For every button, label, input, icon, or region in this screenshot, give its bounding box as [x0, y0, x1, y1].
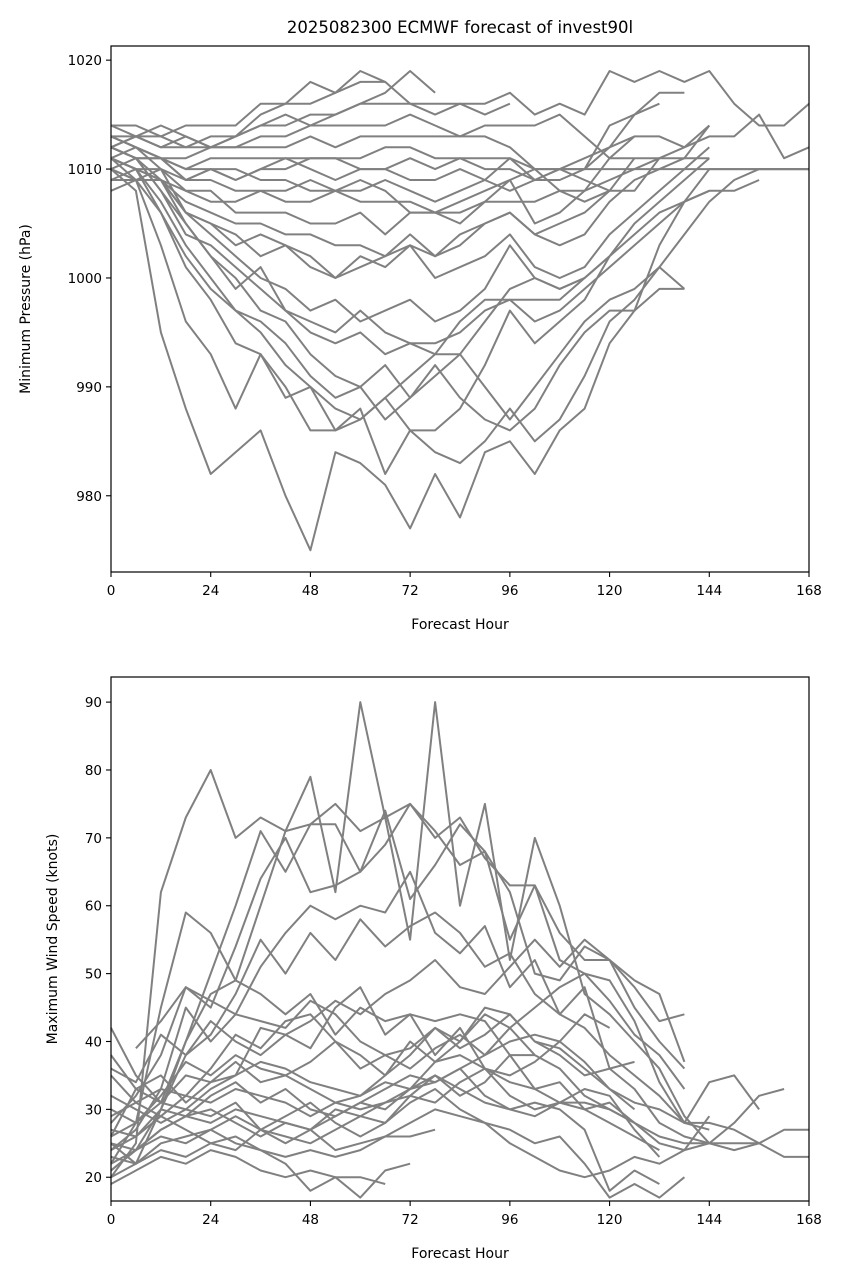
pressure-member-line-18 [110, 157, 686, 421]
wind-y-tick-label: 60 [85, 899, 102, 915]
pressure-member-line-12 [110, 157, 636, 236]
wind-member-line-16 [110, 1128, 411, 1199]
wind-y-axis-label: Maximum Wind Speed (knots) [45, 834, 61, 1045]
pressure-plot-frame [110, 45, 810, 573]
pressure-member-line-4 [110, 102, 511, 149]
pressure-member-line-13 [110, 124, 711, 258]
wind-member-line-21 [135, 972, 686, 1090]
wind-member-line-18 [110, 1033, 760, 1124]
wind-member-line-3 [110, 809, 686, 1165]
wind-series-group [110, 701, 809, 1199]
wind-member-line-11 [110, 1067, 660, 1151]
wind-x-ticks: 0 24 48 72 96 120 144 168 [107, 1201, 822, 1228]
pressure-x-tick-label: 0 [107, 583, 116, 599]
pressure-x-tick-label: 144 [696, 583, 722, 599]
wind-member-line-15 [110, 1149, 386, 1185]
wind-member-line-23 [110, 1054, 535, 1165]
wind-x-tick-label: 168 [796, 1212, 822, 1228]
pressure-y-tick-label: 1000 [68, 271, 102, 287]
pressure-y-tick-label: 1010 [68, 162, 102, 178]
wind-member-line-17 [110, 1101, 436, 1152]
pressure-member-line-6 [110, 91, 685, 171]
chart-title: 2025082300 ECMWF forecast of invest90l [287, 18, 633, 37]
wind-x-tick-label: 0 [107, 1212, 116, 1228]
pressure-x-tick-label: 120 [597, 583, 623, 599]
wind-member-line-6 [110, 911, 710, 1172]
wind-x-tick-label: 72 [402, 1212, 419, 1228]
pressure-x-tick-label: 24 [202, 583, 219, 599]
pressure-member-line-23 [110, 146, 586, 356]
pressure-x-tick-label: 96 [501, 583, 518, 599]
pressure-y-tick-label: 1020 [68, 53, 102, 69]
pressure-x-tick-label: 72 [402, 583, 419, 599]
pressure-member-line-21 [110, 157, 809, 465]
pressure-x-axis-label: Forecast Hour [411, 617, 509, 633]
wind-x-axis-label: Forecast Hour [411, 1246, 509, 1262]
wind-member-line-20 [110, 1013, 636, 1137]
pressure-member-line-19 [110, 168, 685, 432]
wind-member-line-4 [110, 802, 685, 1124]
pressure-member-line-25 [110, 135, 660, 214]
wind-y-ticks: 20 30 40 50 60 70 80 90 [85, 695, 111, 1186]
wind-y-tick-label: 40 [85, 1034, 102, 1050]
wind-x-tick-label: 96 [501, 1212, 518, 1228]
pressure-member-line-15 [110, 135, 760, 323]
pressure-member-line-10 [110, 124, 710, 203]
wind-member-line-7 [110, 979, 760, 1145]
wind-y-tick-label: 90 [85, 695, 102, 711]
pressure-member-line-2 [111, 80, 386, 149]
pressure-member-line-22 [110, 168, 611, 475]
pressure-member-line-11 [111, 135, 636, 225]
wind-member-line-22 [110, 938, 686, 1084]
wind-x-tick-label: 48 [302, 1212, 319, 1228]
wind-y-tick-label: 50 [85, 967, 102, 983]
pressure-y-tick-label: 980 [76, 489, 102, 505]
wind-panel: 20 30 40 50 60 70 80 90 0 24 48 72 96 120 144 168 Fore… [45, 676, 822, 1262]
pressure-x-tick-label: 168 [796, 583, 822, 599]
wind-y-tick-label: 30 [85, 1102, 102, 1118]
wind-member-line-1 [110, 769, 809, 1178]
pressure-panel: 2025082300 ECMWF forecast of invest90l 9… [18, 18, 822, 633]
pressure-x-tick-label: 48 [302, 583, 319, 599]
pressure-y-axis-label: Minimum Pressure (hPa) [18, 224, 34, 394]
wind-member-line-19 [110, 1013, 635, 1124]
wind-x-tick-label: 144 [696, 1212, 722, 1228]
wind-x-tick-label: 120 [597, 1212, 623, 1228]
pressure-y-ticks: 980 990 1000 1010 1020 [68, 53, 111, 505]
pressure-series-group [110, 70, 810, 552]
pressure-member-line-20 [110, 168, 809, 552]
pressure-x-ticks: 0 24 48 72 96 120 144 168 [107, 572, 822, 599]
wind-member-line-10 [110, 1054, 661, 1158]
wind-y-tick-label: 80 [85, 763, 102, 779]
pressure-member-line-3 [110, 70, 436, 149]
pressure-y-tick-label: 990 [76, 380, 102, 396]
wind-x-tick-label: 24 [202, 1212, 219, 1228]
wind-plot-frame [110, 676, 810, 1202]
pressure-member-line-24 [110, 157, 611, 279]
wind-y-tick-label: 20 [85, 1170, 102, 1186]
wind-y-tick-label: 70 [85, 831, 102, 847]
wind-member-line-9 [110, 1006, 635, 1118]
wind-member-line-24 [110, 1013, 611, 1152]
